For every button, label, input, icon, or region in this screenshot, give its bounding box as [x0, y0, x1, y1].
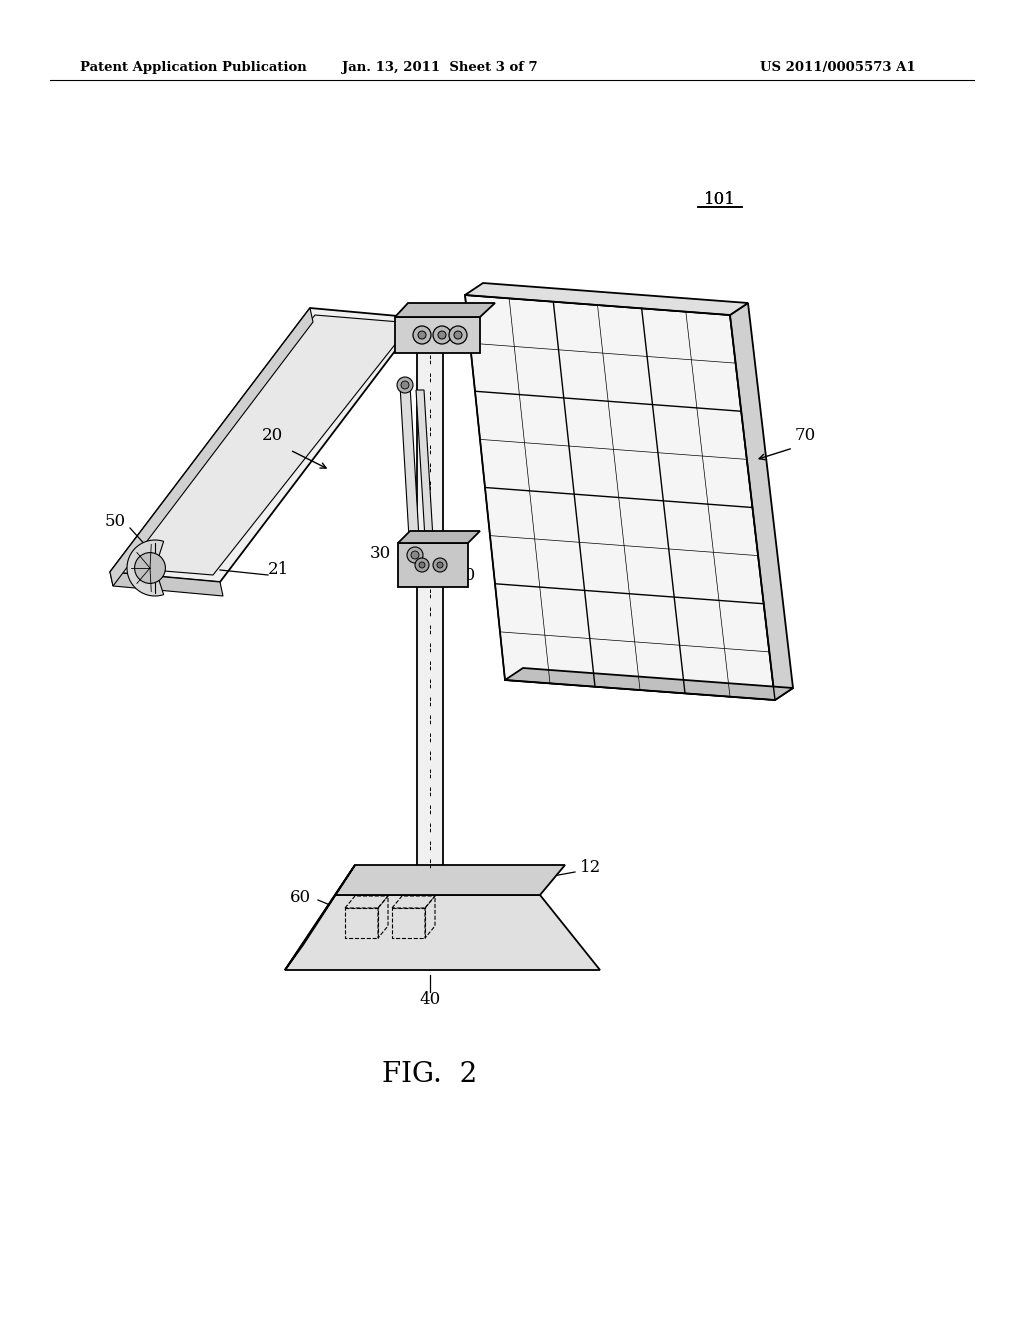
Circle shape [433, 558, 447, 572]
Polygon shape [395, 317, 480, 352]
Circle shape [415, 558, 429, 572]
Polygon shape [400, 385, 420, 554]
Circle shape [407, 546, 423, 564]
Text: 101: 101 [705, 191, 736, 209]
Text: 30: 30 [370, 544, 390, 561]
Polygon shape [417, 335, 443, 890]
Polygon shape [465, 282, 748, 315]
Text: Jan. 13, 2011  Sheet 3 of 7: Jan. 13, 2011 Sheet 3 of 7 [342, 62, 538, 74]
Text: 70: 70 [795, 426, 816, 444]
Text: 20: 20 [261, 426, 283, 444]
Polygon shape [335, 865, 565, 895]
Polygon shape [127, 540, 164, 597]
Circle shape [397, 378, 413, 393]
Text: US 2011/0005573 A1: US 2011/0005573 A1 [760, 62, 915, 74]
Circle shape [449, 326, 467, 345]
Polygon shape [730, 304, 793, 700]
Polygon shape [465, 294, 775, 700]
Circle shape [413, 326, 431, 345]
Text: Patent Application Publication: Patent Application Publication [80, 62, 307, 74]
Polygon shape [285, 895, 600, 970]
Polygon shape [115, 315, 412, 576]
Polygon shape [398, 531, 480, 543]
Circle shape [401, 381, 409, 389]
Text: 40: 40 [420, 991, 440, 1008]
Polygon shape [416, 389, 434, 554]
Circle shape [134, 553, 166, 583]
Polygon shape [110, 572, 223, 597]
Circle shape [454, 331, 462, 339]
Text: 30: 30 [455, 566, 475, 583]
Polygon shape [110, 308, 420, 582]
Circle shape [411, 550, 419, 558]
Text: 21: 21 [268, 561, 289, 578]
Text: 101: 101 [705, 191, 736, 209]
Polygon shape [285, 865, 355, 970]
Circle shape [433, 326, 451, 345]
Text: 50: 50 [104, 513, 126, 531]
Polygon shape [505, 668, 793, 700]
Circle shape [438, 331, 446, 339]
Circle shape [418, 331, 426, 339]
Text: 60: 60 [290, 888, 310, 906]
Text: FIG.  2: FIG. 2 [382, 1061, 477, 1089]
Circle shape [419, 562, 425, 568]
Polygon shape [398, 543, 468, 587]
Polygon shape [110, 308, 313, 586]
Circle shape [437, 562, 443, 568]
Text: 12: 12 [580, 859, 601, 876]
Polygon shape [395, 304, 495, 317]
